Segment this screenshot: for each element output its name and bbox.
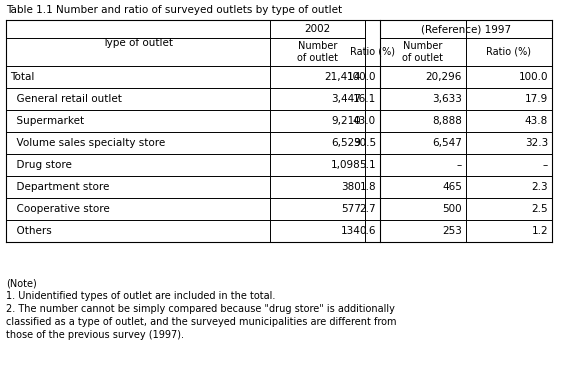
Text: 1,098: 1,098 <box>331 160 361 170</box>
Text: 380: 380 <box>341 182 361 192</box>
Text: Number
of outlet: Number of outlet <box>297 41 338 63</box>
Text: 2.7: 2.7 <box>359 204 376 214</box>
Text: (Reference) 1997: (Reference) 1997 <box>421 24 511 34</box>
Text: Type of outlet: Type of outlet <box>103 38 174 48</box>
Text: 6,529: 6,529 <box>331 138 361 148</box>
Text: 134: 134 <box>341 226 361 236</box>
Text: 21,414: 21,414 <box>324 72 361 82</box>
Text: 5.1: 5.1 <box>359 160 376 170</box>
Text: 1.2: 1.2 <box>531 226 548 236</box>
Text: 2002: 2002 <box>305 24 331 34</box>
Text: 30.5: 30.5 <box>353 138 376 148</box>
Text: Ratio (%): Ratio (%) <box>487 47 531 57</box>
Text: 32.3: 32.3 <box>525 138 548 148</box>
Text: 2.5: 2.5 <box>531 204 548 214</box>
Text: Supermarket: Supermarket <box>10 116 84 126</box>
Text: Department store: Department store <box>10 182 109 192</box>
Text: 2.3: 2.3 <box>531 182 548 192</box>
Text: 20,296: 20,296 <box>426 72 462 82</box>
Text: –: – <box>457 160 462 170</box>
Text: (Note): (Note) <box>6 278 37 288</box>
Text: Volume sales specialty store: Volume sales specialty store <box>10 138 165 148</box>
Text: 3,633: 3,633 <box>432 94 462 104</box>
Text: –: – <box>543 160 548 170</box>
Text: 8,888: 8,888 <box>432 116 462 126</box>
Text: 43.0: 43.0 <box>353 116 376 126</box>
Text: those of the previous survey (1997).: those of the previous survey (1997). <box>6 330 184 340</box>
Text: 9,210: 9,210 <box>331 116 361 126</box>
Text: 465: 465 <box>442 182 462 192</box>
Text: General retail outlet: General retail outlet <box>10 94 122 104</box>
Text: 1. Unidentified types of outlet are included in the total.: 1. Unidentified types of outlet are incl… <box>6 291 275 301</box>
Text: 0.6: 0.6 <box>359 226 376 236</box>
Text: Number
of outlet: Number of outlet <box>403 41 443 63</box>
Text: 100.0: 100.0 <box>518 72 548 82</box>
Text: 3,447: 3,447 <box>331 94 361 104</box>
Text: 17.9: 17.9 <box>525 94 548 104</box>
Text: 2. The number cannot be simply compared because "drug store" is additionally: 2. The number cannot be simply compared … <box>6 304 395 314</box>
Text: 500: 500 <box>442 204 462 214</box>
Text: 43.8: 43.8 <box>525 116 548 126</box>
Text: Ratio (%): Ratio (%) <box>350 47 395 57</box>
Text: 100.0: 100.0 <box>346 72 376 82</box>
Text: Drug store: Drug store <box>10 160 72 170</box>
Text: Others: Others <box>10 226 52 236</box>
Text: 577: 577 <box>341 204 361 214</box>
Text: Cooperative store: Cooperative store <box>10 204 110 214</box>
Text: 16.1: 16.1 <box>352 94 376 104</box>
Text: 253: 253 <box>442 226 462 236</box>
Text: Total: Total <box>10 72 34 82</box>
Text: classified as a type of outlet, and the surveyed municipalities are different fr: classified as a type of outlet, and the … <box>6 317 396 327</box>
Text: Table 1.1 Number and ratio of surveyed outlets by type of outlet: Table 1.1 Number and ratio of surveyed o… <box>6 5 342 15</box>
Text: 1.8: 1.8 <box>359 182 376 192</box>
Text: 6,547: 6,547 <box>432 138 462 148</box>
